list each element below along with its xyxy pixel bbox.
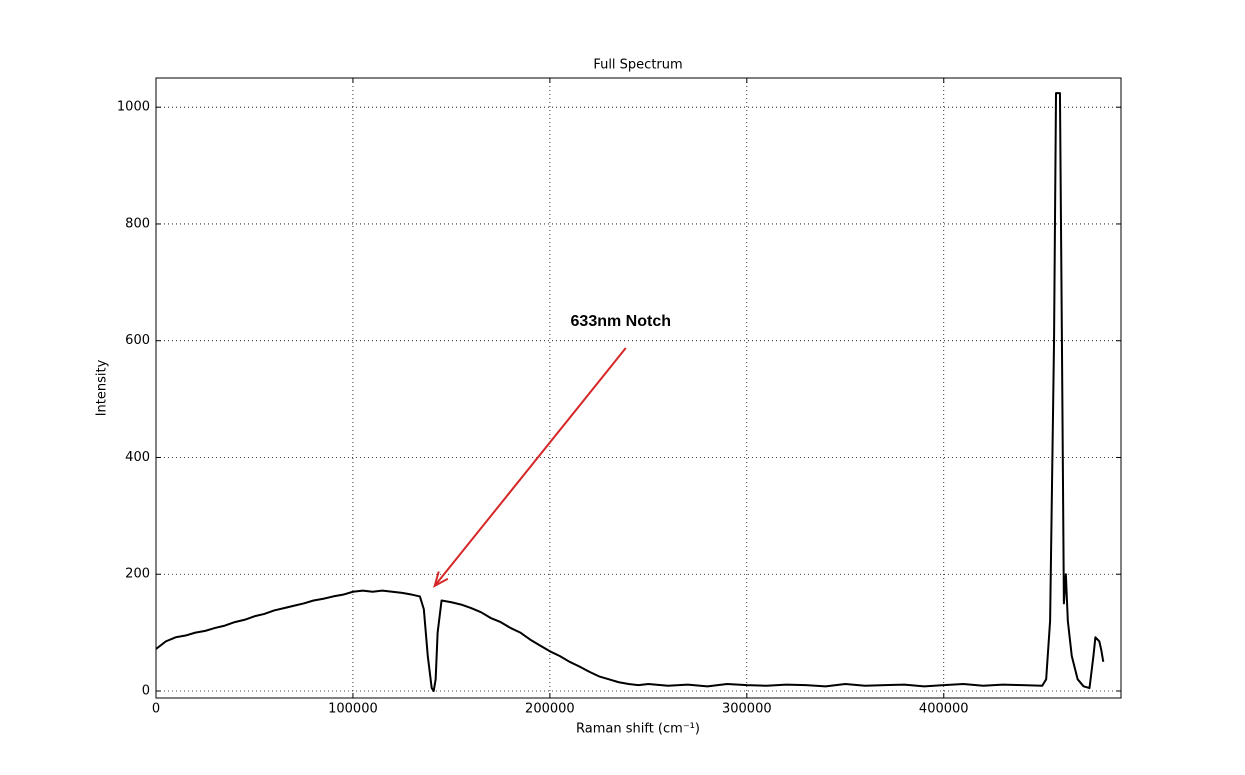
y-tick-label: 600: [125, 333, 150, 348]
spectrum-line: [156, 92, 1105, 692]
chart-title: Full Spectrum: [593, 58, 682, 73]
y-tick-label: 1000: [117, 100, 150, 115]
y-tick-label: 0: [142, 683, 150, 698]
x-tick-label: 0: [152, 702, 160, 717]
annotation-arrowhead: [433, 571, 449, 588]
y-axis-label: Intensity: [95, 359, 110, 416]
y-tick-label: 800: [125, 216, 150, 231]
y-tick-label: 400: [125, 450, 150, 465]
x-tick-label: 200000: [525, 702, 575, 717]
x-tick-label: 300000: [722, 702, 772, 717]
x-tick-label: 100000: [328, 702, 378, 717]
y-tick-label: 200: [125, 567, 150, 582]
annotation-text: 633nm Notch: [571, 313, 671, 330]
annotation-arrow: [433, 347, 627, 587]
x-axis-label: Raman shift (cm⁻¹): [576, 722, 700, 737]
plot-frame: [155, 77, 1122, 699]
x-tick-label: 400000: [919, 702, 969, 717]
